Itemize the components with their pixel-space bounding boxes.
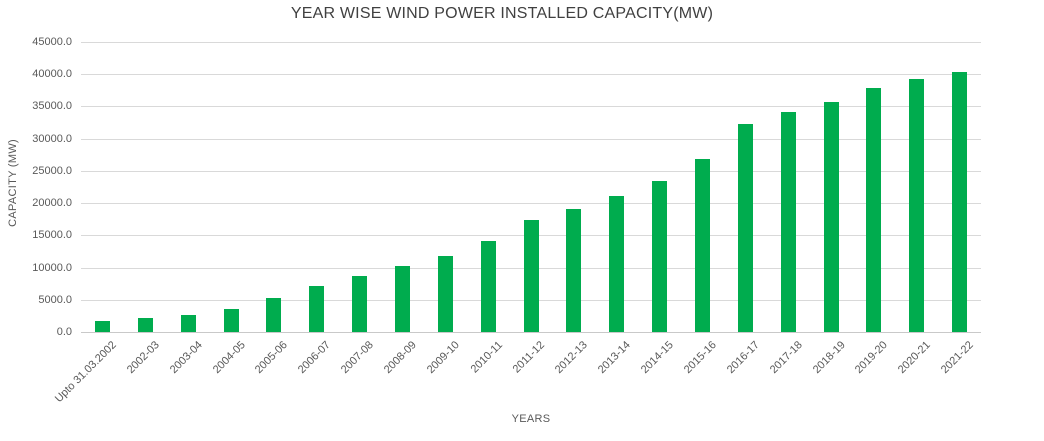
x-tick-label-2020-21: 2020-21 (896, 339, 934, 377)
x-tick-label-2012-13: 2012-13 (553, 339, 591, 377)
bar-2013-14 (609, 195, 625, 332)
y-tick-label-35000.0: 35000.0 (32, 100, 72, 113)
x-tick-label-Upto 31.03.2002: Upto 31.03.2002 (52, 339, 119, 406)
x-tick-label-2011-12: 2011-12 (511, 339, 548, 376)
gridline-30000 (81, 138, 981, 140)
bar-2006-07 (309, 286, 325, 332)
y-axis-title: CAPACITY (MW) (7, 139, 19, 227)
bar-2007-08 (352, 275, 368, 332)
bar-2018-19 (823, 101, 839, 332)
bar-2015-16 (694, 158, 710, 332)
x-tick-label-2014-15: 2014-15 (639, 339, 677, 377)
x-tick-label-2003-04: 2003-04 (167, 339, 205, 377)
x-axis-line (81, 332, 981, 333)
x-tick-label-2017-18: 2017-18 (767, 339, 805, 377)
bar-2002-03 (137, 318, 153, 332)
x-tick-label-2006-07: 2006-07 (296, 339, 334, 377)
gridline-45000 (81, 42, 981, 43)
y-tick-label-0.0: 0.0 (56, 326, 72, 338)
x-tick-label-2015-16: 2015-16 (681, 339, 719, 377)
bar-2017-18 (780, 111, 796, 332)
bar-2019-20 (866, 88, 882, 332)
bar-2016-17 (737, 123, 753, 332)
y-tick-label-45000.0: 45000.0 (32, 36, 72, 48)
gridline-40000 (81, 74, 981, 76)
gridline-20000 (81, 203, 981, 205)
bar-2005-06 (266, 297, 282, 332)
chart-title: YEAR WISE WIND POWER INSTALLED CAPACITY(… (290, 5, 714, 22)
bar-2020-21 (909, 78, 925, 332)
x-tick-label-2005-06: 2005-06 (253, 339, 291, 377)
bar-2009-10 (437, 255, 453, 332)
x-tick-label-2007-08: 2007-08 (339, 339, 377, 377)
x-tick-label-2021-22: 2021-22 (939, 339, 977, 377)
plot-area (81, 42, 981, 333)
bar-2004-05 (223, 308, 239, 332)
y-tick-label-40000.0: 40000.0 (32, 68, 72, 81)
x-tick-label-2016-17: 2016-17 (724, 339, 762, 377)
x-tick-label-2008-09: 2008-09 (381, 339, 419, 377)
y-tick-label-20000.0: 20000.0 (32, 197, 72, 210)
bar-2012-13 (566, 209, 582, 332)
x-tick-label-2002-03: 2002-03 (124, 339, 162, 377)
bar-2021-22 (952, 71, 968, 332)
x-tick-label-2019-20: 2019-20 (853, 339, 891, 377)
x-tick-label-2004-05: 2004-05 (210, 339, 248, 377)
gridline-35000 (81, 106, 981, 108)
x-tick-label-2013-14: 2013-14 (596, 339, 634, 377)
bar-2014-15 (652, 180, 668, 332)
y-tick-label-5000.0: 5000.0 (38, 293, 72, 306)
bar-2011-12 (523, 220, 539, 332)
y-tick-label-25000.0: 25000.0 (32, 164, 72, 177)
bar-2010-11 (480, 240, 496, 332)
y-tick-label-15000.0: 15000.0 (32, 229, 72, 242)
gridline-25000 (81, 170, 981, 172)
y-tick-label-30000.0: 30000.0 (32, 132, 72, 145)
bar-Upto 31.03.2002 (94, 321, 110, 332)
x-axis-title: YEARS (511, 413, 551, 425)
x-tick-label-2009-10: 2009-10 (424, 339, 462, 377)
bar-2008-09 (394, 265, 410, 332)
x-tick-label-2018-19: 2018-19 (810, 339, 848, 377)
bar-2003-04 (180, 314, 196, 332)
x-tick-label-2010-11: 2010-11 (468, 339, 505, 376)
y-tick-label-10000.0: 10000.0 (32, 261, 72, 274)
